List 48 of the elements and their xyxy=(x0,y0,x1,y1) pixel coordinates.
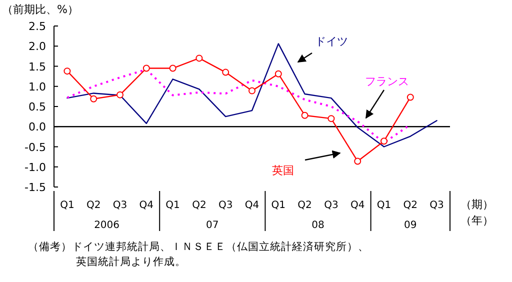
point xyxy=(380,138,388,145)
x-tick-label: Q2 xyxy=(86,200,101,211)
y-tick-label: 1.5 xyxy=(28,60,46,74)
x-tick-label: Q2 xyxy=(298,200,312,211)
point xyxy=(142,64,150,72)
point xyxy=(64,68,71,75)
y-tick-label: 2.5 xyxy=(28,20,46,33)
text: ドイツ xyxy=(315,35,348,48)
text: 2006 xyxy=(94,220,120,231)
point xyxy=(222,68,230,76)
x-tick-label: Q3 xyxy=(112,200,128,211)
x-tick-label: Q2 xyxy=(403,200,418,211)
point xyxy=(301,112,308,119)
y-tick-label: -0.5 xyxy=(24,140,46,154)
y-tick-label: 1.0 xyxy=(28,80,46,94)
text: 08 xyxy=(312,220,324,231)
y-axis-title: （前期比、%） xyxy=(2,3,78,16)
y-tick-label: 0.0 xyxy=(28,120,46,134)
point xyxy=(328,115,335,122)
point xyxy=(406,94,414,101)
y-tick-label: -1.0 xyxy=(24,160,46,174)
point xyxy=(274,70,282,78)
point xyxy=(248,87,256,94)
x-tick-label: Q4 xyxy=(139,200,154,211)
text: 09 xyxy=(404,220,417,231)
x-tick-label: Q1 xyxy=(376,200,392,211)
x-tick-label: Q3 xyxy=(324,200,338,211)
x-tick-label: Q2 xyxy=(192,200,206,211)
x-tick-label: Q4 xyxy=(244,200,260,211)
text: （備考）ドイツ連邦統計局、ＩＮＳＥＥ（仏国立統計経済研究所）、英国統計局より作成。 xyxy=(28,240,369,268)
text: 英国 xyxy=(272,164,294,177)
point xyxy=(354,158,362,165)
x-tick-label: Q3 xyxy=(430,200,444,211)
text: 07 xyxy=(206,220,219,231)
point xyxy=(90,95,98,102)
y-tick-label: 0.5 xyxy=(28,100,46,114)
x-tick-label: Q1 xyxy=(166,200,180,211)
x-tick-label: Q1 xyxy=(271,200,286,211)
x-tick-label: Q1 xyxy=(60,200,74,211)
point xyxy=(169,64,176,72)
point xyxy=(116,91,124,98)
y-tick-label: 2.0 xyxy=(28,40,46,54)
x-tick-label: Q4 xyxy=(350,200,365,211)
text: フランス xyxy=(365,75,409,88)
y-tick-label: -1.5 xyxy=(24,181,46,194)
x-tick-label: Q3 xyxy=(218,200,233,211)
point xyxy=(196,54,203,62)
x-axis-title: （期）（年） xyxy=(460,198,494,227)
